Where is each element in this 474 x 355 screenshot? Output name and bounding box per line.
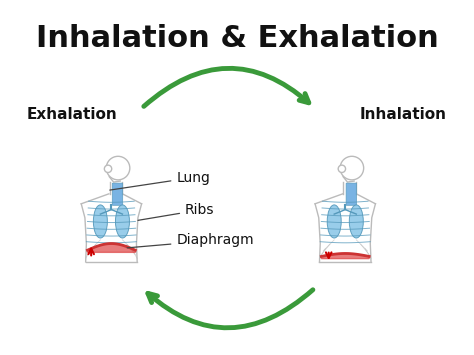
Text: Inhalation & Exhalation: Inhalation & Exhalation <box>36 24 438 53</box>
Text: Exhalation: Exhalation <box>27 107 118 122</box>
Ellipse shape <box>349 205 363 238</box>
Circle shape <box>338 165 346 173</box>
Polygon shape <box>321 253 369 259</box>
Circle shape <box>106 156 130 180</box>
Circle shape <box>104 165 112 173</box>
Text: Inhalation: Inhalation <box>360 107 447 122</box>
FancyBboxPatch shape <box>112 183 123 205</box>
Text: Ribs: Ribs <box>138 203 215 220</box>
Ellipse shape <box>116 205 129 238</box>
FancyBboxPatch shape <box>346 183 356 205</box>
Circle shape <box>340 156 364 180</box>
Text: Diaphragm: Diaphragm <box>127 233 254 248</box>
Text: Lung: Lung <box>110 170 210 190</box>
FancyArrowPatch shape <box>148 290 313 328</box>
Ellipse shape <box>327 205 341 238</box>
Ellipse shape <box>93 205 108 238</box>
FancyArrowPatch shape <box>144 68 309 106</box>
Polygon shape <box>88 244 136 252</box>
